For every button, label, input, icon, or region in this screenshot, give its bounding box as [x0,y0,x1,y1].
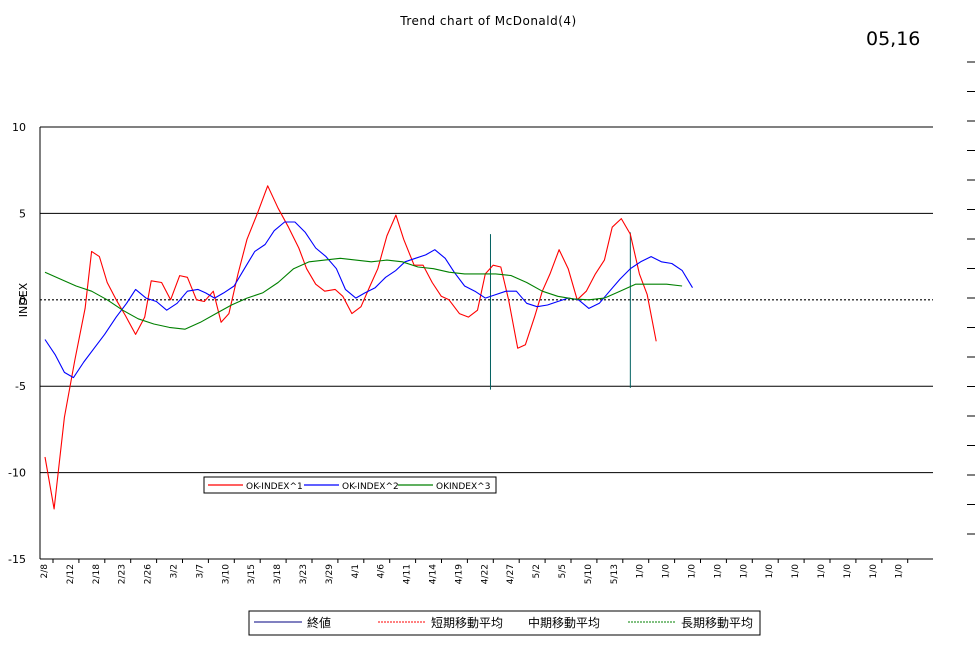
x-tick-label: 4/1 [351,564,361,578]
x-tick-label: 1/0 [869,564,879,579]
x-tick-label: 4/22 [480,564,490,584]
series-line [44,257,683,330]
x-tick-label: 4/6 [377,564,387,579]
x-tick-label: 1/0 [765,564,775,579]
x-tick-label: 3/29 [325,564,335,584]
x-tick-label: 3/2 [170,564,180,578]
x-tick-label: 1/0 [739,564,749,579]
x-tick-label: 4/14 [429,564,439,584]
x-tick-label: 2/23 [118,564,128,584]
axes [39,127,933,563]
x-tick-label: 3/10 [221,564,231,584]
x-tick-label: 4/19 [454,564,464,584]
x-tick-label: 1/0 [843,564,853,579]
y-tick-label: 10 [12,121,26,134]
legend-box [248,610,761,636]
x-tick-label: 1/0 [713,564,723,579]
series-legend: OK-INDEX^1 OK-INDEX^2 OKINDEX^3 [203,476,497,494]
legend-label: 終値 [307,615,331,630]
y-tick-label: 0 [19,294,26,307]
legend-label: 中期移動平均 [528,615,600,630]
series-line [44,221,693,379]
price-legend: 終値 短期移動平均 中期移動平均 長期移動平均 [248,610,761,636]
x-tick-label: 2/18 [92,564,102,584]
x-tick-label: 5/5 [558,564,568,578]
x-tick-label: 2/12 [66,564,76,584]
legend-label: 長期移動平均 [681,616,753,630]
x-tick-label: 2/26 [144,564,154,584]
x-tick-label: 5/13 [610,564,620,584]
x-tick-label: 3/23 [299,564,309,584]
x-tick-label: 5/2 [532,564,542,578]
x-tick-label: 1/0 [688,564,698,579]
x-tick-label: 4/11 [403,564,413,584]
legend-label: OK-INDEX^1 [246,482,303,492]
x-tick-label: 3/7 [195,564,205,578]
x-tick-label: 1/0 [662,564,672,579]
y-tick-label: -5 [15,380,26,393]
legend-label: OKINDEX^3 [436,482,490,492]
right-edge-ticks [967,61,975,535]
x-tick-label: 3/15 [247,564,257,584]
x-tick-label: 1/0 [895,564,905,579]
x-tick-label: 1/0 [791,564,801,579]
y-tick-label: 5 [19,207,26,220]
x-tick-label: 2/8 [40,564,50,579]
legend-box [203,476,497,494]
chart-title: Trend chart of McDonald(4) [400,14,577,28]
y-tick-labels: 10 5 0 -5 -10 -15 [8,121,26,566]
y-tick-label: -10 [8,467,26,480]
x-tick-label: 3/18 [273,564,283,584]
x-tick-labels: 2/8 2/12 2/18 2/23 2/26 3/2 3/7 3/10 3/15 3/18 3/2… [40,564,905,584]
legend-label: 短期移動平均 [431,616,503,630]
x-tick-label: 1/0 [817,564,827,579]
x-tick-label: 1/0 [636,564,646,579]
x-tick-label: 5/10 [584,564,594,584]
grid-lines [40,126,933,474]
y-tick-label: -15 [8,553,26,566]
series-line [44,185,657,510]
legend-label: OK-INDEX^2 [342,482,399,492]
vertical-markers [489,232,631,390]
series-lines [44,185,693,510]
x-tick-label: 4/27 [506,564,516,584]
date-stamp: 05,16 [866,28,921,50]
y-axis-label: INDEX [17,282,30,317]
